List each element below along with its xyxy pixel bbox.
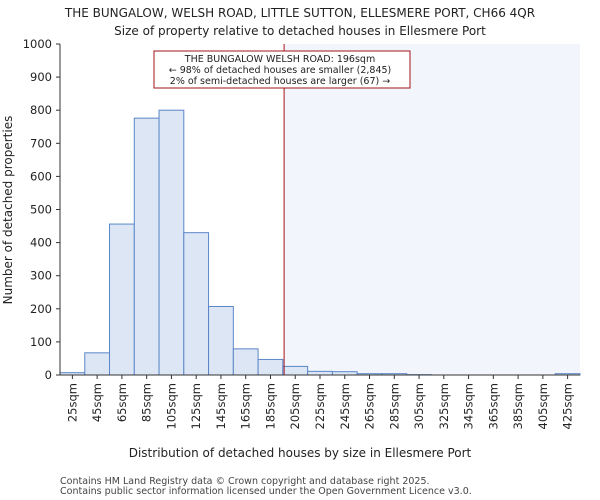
y-tick-label: 700	[30, 136, 52, 150]
histogram-bar	[208, 305, 234, 376]
histogram-bar	[232, 348, 259, 376]
annotation-line-1: THE BUNGALOW WELSH ROAD: 196sqm	[184, 54, 375, 65]
x-tick-label: 385sqm	[511, 383, 525, 429]
histogram-bar	[183, 232, 210, 376]
y-tick-label: 1000	[23, 37, 52, 51]
x-tick-label: 105sqm	[164, 383, 178, 429]
chart-title: THE BUNGALOW, WELSH ROAD, LITTLE SUTTON,…	[64, 6, 535, 20]
annotation-line-2: ← 98% of detached houses are smaller (2,…	[169, 65, 392, 76]
y-tick-label: 500	[30, 203, 52, 217]
annotation-frame	[153, 50, 411, 89]
histogram-bar	[257, 358, 284, 376]
histogram-bar	[133, 117, 160, 376]
y-tick-label: 400	[30, 236, 52, 250]
x-tick-label: 65sqm	[115, 383, 129, 422]
x-tick-label: 125sqm	[189, 383, 203, 429]
annotation-line-3: 2% of semi-detached houses are larger (6…	[170, 76, 390, 87]
y-tick-label: 600	[30, 169, 52, 183]
x-tick-label: 325sqm	[437, 383, 451, 429]
x-tick-label: 305sqm	[412, 383, 426, 429]
histogram-bar	[307, 370, 333, 376]
footer-line-1: Contains HM Land Registry data © Crown c…	[60, 476, 430, 487]
x-tick-label: 425sqm	[561, 383, 575, 429]
y-tick-label: 300	[30, 269, 52, 283]
x-tick-label: 225sqm	[313, 383, 327, 429]
x-tick-label: 405sqm	[536, 383, 550, 429]
chart-subtitle: Size of property relative to detached ho…	[114, 24, 486, 38]
larger-properties-region	[284, 44, 580, 375]
x-tick-label: 285sqm	[387, 383, 401, 429]
x-tick-label: 25sqm	[65, 383, 79, 422]
y-tick-label: 0	[45, 368, 52, 382]
x-tick-label: 345sqm	[462, 383, 476, 429]
x-tick-label: 365sqm	[486, 383, 500, 429]
x-tick-label: 185sqm	[263, 383, 277, 429]
x-tick-label: 245sqm	[338, 383, 352, 429]
x-tick-label: 265sqm	[363, 383, 377, 429]
y-tick-label: 100	[30, 335, 52, 349]
x-tick-label: 85sqm	[140, 383, 154, 422]
x-tick-label: 165sqm	[239, 383, 253, 429]
x-tick-label: 205sqm	[288, 383, 302, 429]
y-tick-label: 800	[30, 103, 52, 117]
footer-line-2: Contains public sector information licen…	[60, 486, 472, 497]
x-tick-label: 45sqm	[90, 383, 104, 422]
histogram-bar	[158, 109, 185, 376]
x-axis-title: Distribution of detached houses by size …	[129, 446, 472, 460]
y-tick-label: 900	[30, 70, 52, 84]
histogram-bar	[84, 352, 111, 376]
y-tick-label: 200	[30, 302, 52, 316]
histogram-bar	[109, 223, 135, 376]
histogram-bar	[282, 365, 309, 376]
y-axis-title: Number of detached properties	[1, 116, 15, 305]
annotation-box: THE BUNGALOW WELSH ROAD: 196sqm ← 98% of…	[153, 50, 411, 89]
x-tick-label: 145sqm	[214, 383, 228, 429]
